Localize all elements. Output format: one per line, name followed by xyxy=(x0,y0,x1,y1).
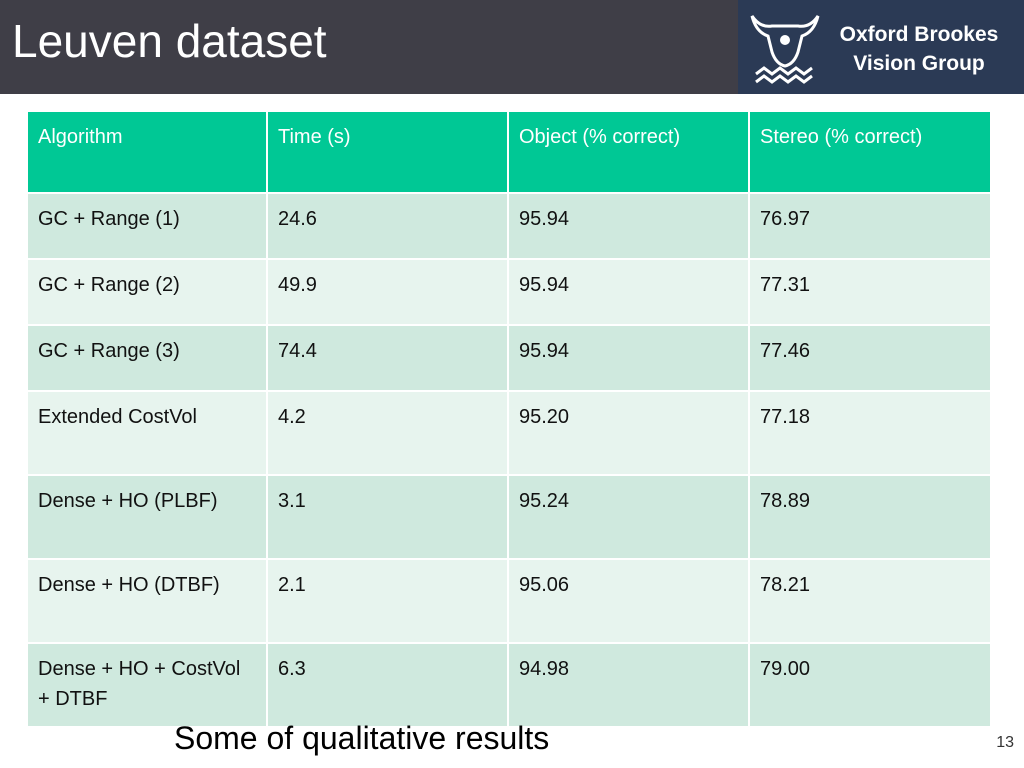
table-header-row: Algorithm Time (s) Object (% correct) St… xyxy=(26,110,992,194)
cell-algorithm: GC + Range (1) xyxy=(26,192,268,260)
logo-line-2: Vision Group xyxy=(853,52,985,75)
table-row: Extended CostVol 4.2 95.20 77.18 xyxy=(26,390,992,476)
cell-time: 4.2 xyxy=(266,390,509,476)
logo-line-1: Oxford Brookes xyxy=(839,23,999,46)
cell-time: 74.4 xyxy=(266,324,509,392)
table-row: GC + Range (1) 24.6 95.94 76.97 xyxy=(26,192,992,260)
logo-text: Oxford Brookes Vision Group xyxy=(824,20,1014,78)
cell-algorithm: GC + Range (3) xyxy=(26,324,268,392)
table-row: GC + Range (2) 49.9 95.94 77.31 xyxy=(26,258,992,326)
table-row: Dense + HO (DTBF) 2.1 95.06 78.21 xyxy=(26,558,992,644)
cell-object: 95.94 xyxy=(507,324,750,392)
table-row: Dense + HO (PLBF) 3.1 95.24 78.89 xyxy=(26,474,992,560)
cell-object: 95.94 xyxy=(507,192,750,260)
cell-object: 95.94 xyxy=(507,258,750,326)
header-stereo: Stereo (% correct) xyxy=(748,110,992,194)
results-table: Algorithm Time (s) Object (% correct) St… xyxy=(26,110,992,728)
cell-stereo: 76.97 xyxy=(748,192,992,260)
cell-stereo: 78.89 xyxy=(748,474,992,560)
cell-algorithm: Dense + HO + CostVol + DTBF xyxy=(26,642,268,728)
slide-header: Leuven dataset Oxford Brookes Vision Gro… xyxy=(0,0,1024,94)
cell-time: 6.3 xyxy=(266,642,509,728)
cell-time: 49.9 xyxy=(266,258,509,326)
cell-algorithm: Extended CostVol xyxy=(26,390,268,476)
header-time: Time (s) xyxy=(266,110,509,194)
cell-algorithm: GC + Range (2) xyxy=(26,258,268,326)
cell-stereo: 77.31 xyxy=(748,258,992,326)
cell-object: 95.06 xyxy=(507,558,750,644)
cell-time: 2.1 xyxy=(266,558,509,644)
ox-head-icon xyxy=(750,15,820,84)
cell-time: 24.6 xyxy=(266,192,509,260)
cell-stereo: 79.00 xyxy=(748,642,992,728)
cell-object: 95.20 xyxy=(507,390,750,476)
cell-stereo: 77.18 xyxy=(748,390,992,476)
page-number: 13 xyxy=(996,734,1014,751)
cell-algorithm: Dense + HO (PLBF) xyxy=(26,474,268,560)
table-row: Dense + HO + CostVol + DTBF 6.3 94.98 79… xyxy=(26,642,992,728)
cell-stereo: 78.21 xyxy=(748,558,992,644)
cell-stereo: 77.46 xyxy=(748,324,992,392)
cell-time: 3.1 xyxy=(266,474,509,560)
cell-object: 95.24 xyxy=(507,474,750,560)
cell-object: 94.98 xyxy=(507,642,750,728)
cell-algorithm: Dense + HO (DTBF) xyxy=(26,558,268,644)
table-row: GC + Range (3) 74.4 95.94 77.46 xyxy=(26,324,992,392)
header-algorithm: Algorithm xyxy=(26,110,268,194)
header-object: Object (% correct) xyxy=(507,110,750,194)
oxford-brookes-logo: Oxford Brookes Vision Group xyxy=(738,0,1024,94)
caption-text: Some of qualitative results xyxy=(174,720,550,756)
slide-title: Leuven dataset xyxy=(12,15,327,67)
